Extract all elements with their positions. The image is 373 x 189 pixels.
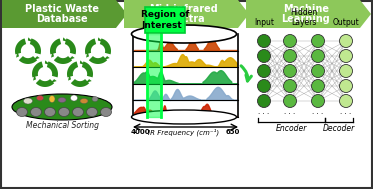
Polygon shape: [54, 56, 72, 64]
Polygon shape: [124, 0, 249, 28]
Ellipse shape: [49, 95, 55, 102]
Polygon shape: [19, 56, 37, 64]
Text: Mechanical Sorting: Mechanical Sorting: [25, 122, 98, 130]
Ellipse shape: [100, 108, 112, 116]
Polygon shape: [85, 38, 96, 54]
Ellipse shape: [37, 95, 44, 101]
Circle shape: [339, 64, 352, 77]
Ellipse shape: [132, 25, 236, 43]
Bar: [133, 84, 238, 100]
Text: · · ·: · · ·: [341, 111, 352, 117]
Circle shape: [257, 80, 270, 92]
Polygon shape: [68, 74, 71, 81]
Polygon shape: [103, 56, 110, 60]
Polygon shape: [33, 74, 36, 81]
Text: Mid-infrared
Spectra: Mid-infrared Spectra: [150, 4, 218, 24]
Text: IR Frequency (cm⁻¹): IR Frequency (cm⁻¹): [148, 129, 220, 136]
Circle shape: [283, 94, 297, 108]
Text: 650: 650: [226, 129, 240, 135]
Text: Plastic Waste
Database: Plastic Waste Database: [25, 4, 99, 24]
Polygon shape: [45, 60, 50, 65]
Text: 4: 4: [95, 46, 101, 56]
Polygon shape: [28, 37, 33, 42]
Circle shape: [339, 35, 352, 47]
Circle shape: [311, 50, 325, 63]
Ellipse shape: [92, 97, 98, 101]
Text: Machine
Learning: Machine Learning: [282, 4, 330, 24]
Polygon shape: [36, 79, 54, 87]
Polygon shape: [47, 61, 58, 77]
Text: Region of
Interest: Region of Interest: [141, 10, 189, 30]
Bar: [133, 51, 238, 67]
Bar: [133, 67, 238, 84]
Polygon shape: [32, 61, 43, 77]
Polygon shape: [68, 56, 75, 60]
Circle shape: [283, 64, 297, 77]
Polygon shape: [86, 51, 89, 58]
Ellipse shape: [72, 108, 84, 116]
Circle shape: [311, 80, 325, 92]
Polygon shape: [16, 51, 19, 58]
Bar: [133, 100, 238, 117]
Ellipse shape: [16, 108, 28, 116]
Ellipse shape: [59, 108, 69, 116]
Ellipse shape: [23, 98, 32, 104]
Circle shape: [257, 94, 270, 108]
Ellipse shape: [58, 98, 66, 102]
Circle shape: [311, 94, 325, 108]
Ellipse shape: [31, 108, 41, 116]
Polygon shape: [71, 79, 89, 87]
Polygon shape: [33, 56, 40, 60]
Text: Hidden
Layers: Hidden Layers: [290, 8, 318, 27]
Text: · · ·: · · ·: [312, 111, 324, 117]
Text: 2: 2: [60, 46, 66, 56]
Circle shape: [311, 35, 325, 47]
Circle shape: [339, 94, 352, 108]
Polygon shape: [15, 38, 26, 54]
Circle shape: [257, 50, 270, 63]
Polygon shape: [67, 61, 78, 77]
Polygon shape: [51, 51, 54, 58]
Circle shape: [339, 80, 352, 92]
Text: Output: Output: [333, 18, 359, 27]
Text: Decoder: Decoder: [322, 124, 355, 133]
Circle shape: [257, 35, 270, 47]
Ellipse shape: [132, 110, 236, 124]
Ellipse shape: [44, 108, 56, 116]
Circle shape: [257, 64, 270, 77]
FancyBboxPatch shape: [145, 7, 185, 33]
Circle shape: [339, 50, 352, 63]
Polygon shape: [82, 61, 93, 77]
Polygon shape: [65, 38, 76, 54]
Text: 1: 1: [25, 46, 31, 56]
Ellipse shape: [12, 94, 112, 120]
Polygon shape: [50, 38, 61, 54]
Polygon shape: [85, 79, 92, 83]
Text: Input: Input: [254, 18, 274, 27]
Ellipse shape: [70, 95, 78, 101]
Polygon shape: [246, 0, 371, 28]
Polygon shape: [50, 79, 57, 83]
Polygon shape: [30, 38, 41, 54]
Ellipse shape: [87, 108, 97, 116]
Text: 6: 6: [77, 70, 83, 78]
Polygon shape: [63, 37, 68, 42]
Bar: [133, 34, 238, 51]
Circle shape: [283, 35, 297, 47]
Text: · · ·: · · ·: [284, 111, 296, 117]
Polygon shape: [98, 37, 103, 42]
Polygon shape: [89, 56, 107, 64]
Text: 4000: 4000: [131, 129, 151, 135]
Text: 5: 5: [43, 70, 48, 78]
Ellipse shape: [80, 98, 88, 104]
Circle shape: [311, 64, 325, 77]
Circle shape: [283, 50, 297, 63]
Polygon shape: [80, 60, 85, 65]
Circle shape: [283, 80, 297, 92]
Polygon shape: [2, 0, 127, 28]
Text: · · ·: · · ·: [258, 111, 270, 117]
Text: Encoder: Encoder: [275, 124, 307, 133]
Polygon shape: [100, 38, 111, 54]
